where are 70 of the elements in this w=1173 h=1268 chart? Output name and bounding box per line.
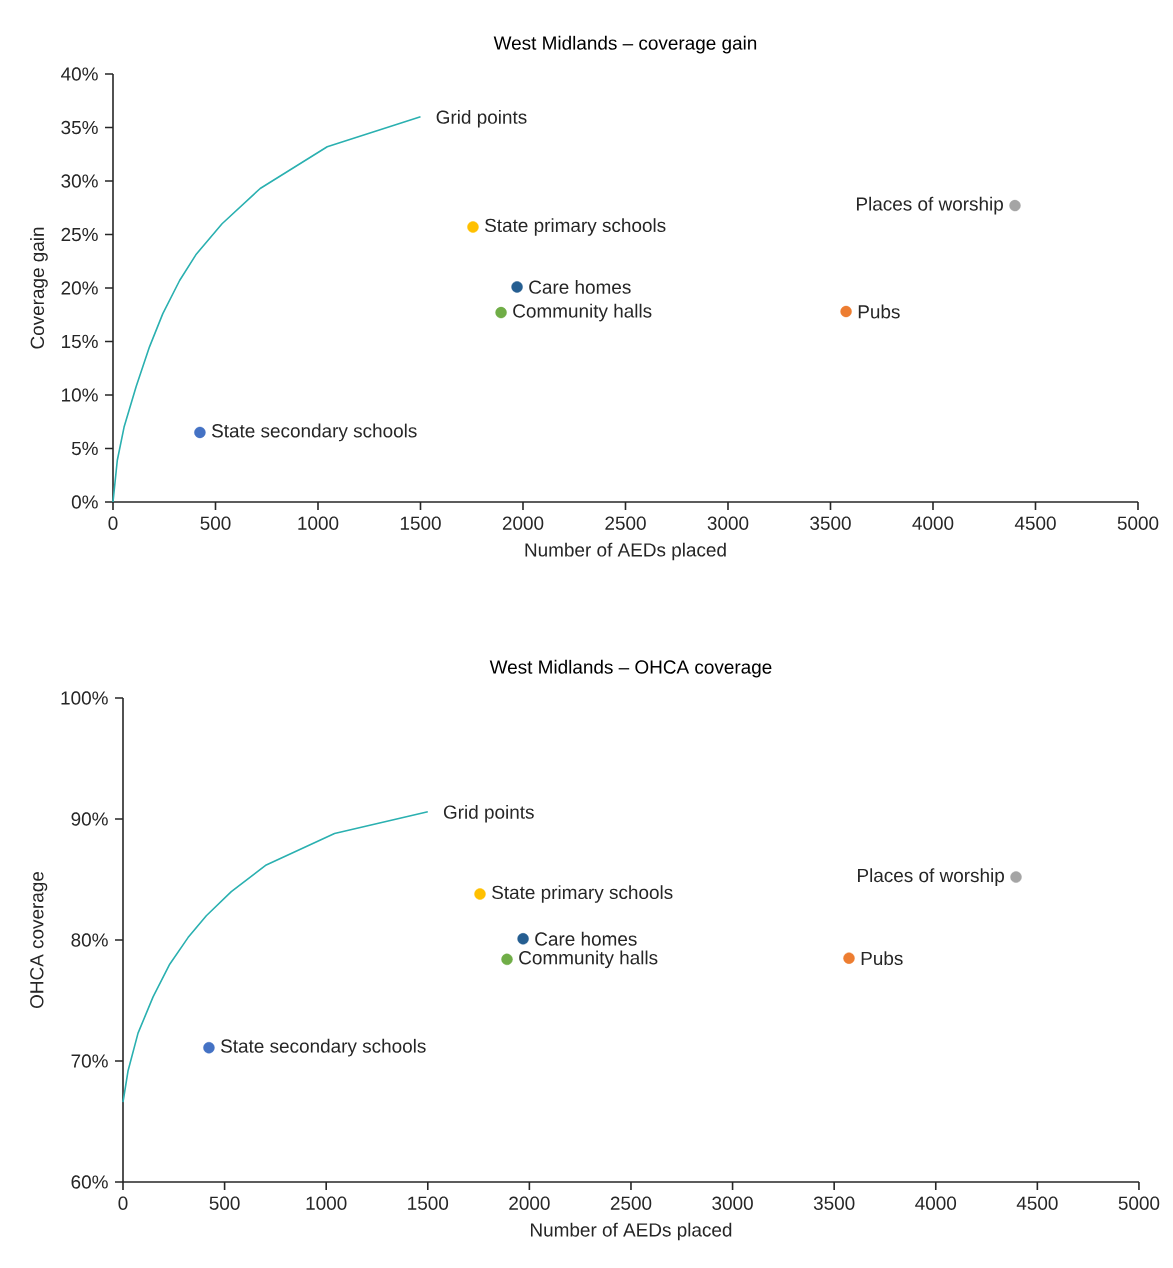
x-tick-label: 0 (118, 1196, 128, 1210)
x-tick-label: 1000 (298, 516, 339, 530)
x-tick-label: 4500 (1014, 516, 1056, 530)
series-label: Places of worship (856, 196, 1003, 215)
y-tick-label: 60% (71, 1175, 108, 1189)
x-tick-label: 3500 (810, 516, 851, 530)
x-tick-label: 3500 (813, 1196, 855, 1210)
point (517, 933, 529, 945)
x-tick-label: 2500 (610, 1196, 652, 1210)
point (840, 305, 852, 318)
x-axis-title: Number of AEDs placed (530, 1222, 732, 1241)
x-tick-label: 0 (108, 516, 118, 530)
series-label: Grid points (436, 109, 527, 128)
y-tick-label: 5% (71, 441, 98, 456)
series-label: State secondary schools (221, 1038, 426, 1057)
point (474, 888, 486, 900)
point (495, 306, 507, 319)
y-tick-label: 25% (61, 227, 98, 242)
x-tick-label: 5000 (1117, 516, 1159, 530)
series-label: Places of worship (858, 868, 1004, 886)
x-tick-label: 4000 (915, 1196, 957, 1210)
y-tick-label: 15% (62, 334, 98, 349)
x-tick-label: 3000 (712, 1196, 753, 1210)
series-label: State primary schools (485, 218, 666, 236)
y-tick-label: 20% (61, 281, 98, 295)
x-tick-label: 4500 (1016, 1196, 1058, 1210)
y-tick-label: 80% (71, 933, 108, 947)
x-tick-label: 1000 (306, 1196, 347, 1210)
y-tick-label: 70% (71, 1054, 108, 1068)
x-tick-label: 2000 (502, 516, 544, 530)
line-series (122, 810, 429, 1103)
series-label: Pubs (858, 304, 900, 319)
series-label: Community halls (519, 950, 658, 969)
x-tick-label: 4000 (912, 516, 954, 530)
x-tick-label: 500 (209, 1196, 240, 1210)
series-label: Pubs (861, 951, 903, 966)
x-tick-label: 1500 (400, 516, 441, 530)
y-tick-label: 0% (71, 495, 98, 509)
x-tick-label: 2500 (605, 516, 646, 530)
series-label: Grid points (443, 804, 534, 823)
series-label: Care homes (535, 931, 637, 946)
y-axis-title: Coverage gain (30, 227, 48, 349)
y-tick-label: 35% (61, 120, 98, 135)
y-tick-label: 10% (62, 388, 98, 402)
chart-title: West Midlands – coverage gain (493, 35, 757, 54)
series-label: Care homes (529, 279, 631, 294)
point (501, 953, 513, 966)
x-tick-label: 3000 (707, 516, 749, 530)
y-tick-label: 100% (61, 691, 108, 705)
y-axis-title: OHCA coverage (30, 871, 48, 1009)
point (203, 1041, 215, 1054)
x-tick-label: 5000 (1118, 1196, 1160, 1210)
y-tick-label: 40% (61, 67, 98, 81)
point (1010, 871, 1022, 883)
y-tick-label: 30% (61, 174, 98, 188)
x-axis-title: Number of AEDs placed (525, 542, 726, 561)
series-label: Community halls (513, 303, 652, 322)
series-label: State primary schools (492, 885, 673, 903)
series-label: State secondary schools (211, 423, 417, 442)
point (511, 281, 523, 293)
x-tick-label: 500 (200, 516, 231, 530)
line-series (112, 115, 422, 503)
point (194, 426, 206, 439)
x-tick-label: 2000 (509, 1196, 550, 1210)
y-tick-label: 90% (71, 812, 108, 826)
point (843, 952, 855, 964)
chart-title: West Midlands – OHCA coverage (489, 659, 772, 678)
x-tick-label: 1500 (408, 1196, 449, 1210)
point (1009, 199, 1021, 212)
point (467, 221, 479, 233)
